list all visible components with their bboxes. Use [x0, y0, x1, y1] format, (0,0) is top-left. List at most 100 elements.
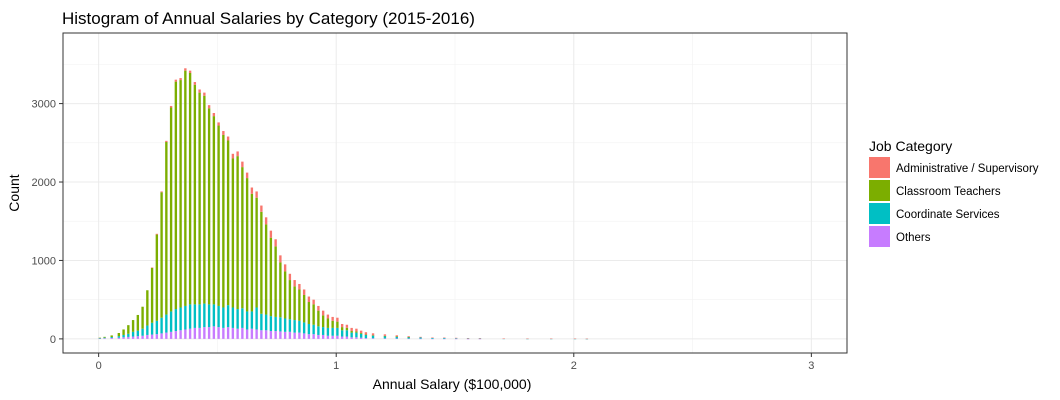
histogram-bar: [321, 315, 325, 328]
histogram-bar: [110, 337, 113, 339]
histogram-bar: [321, 334, 325, 339]
histogram-bar: [288, 331, 292, 339]
histogram-bar: [250, 328, 254, 339]
histogram-bar: [117, 337, 121, 339]
x-tick-label: 3: [808, 360, 814, 372]
histogram-bar: [146, 325, 149, 335]
histogram-bar: [573, 338, 577, 340]
y-tick-label: 1000: [32, 255, 56, 267]
histogram-bar: [260, 205, 263, 212]
histogram-bar: [336, 317, 339, 322]
histogram-bar: [317, 305, 320, 311]
histogram-bar: [371, 338, 375, 339]
histogram-bar: [478, 338, 482, 339]
histogram-bar: [184, 305, 187, 330]
chart-title: Histogram of Annual Salaries by Category…: [62, 9, 475, 28]
histogram-bar: [131, 336, 135, 339]
histogram-bar: [179, 80, 182, 308]
histogram-bar: [331, 335, 334, 339]
histogram-bar: [288, 273, 292, 281]
histogram-bar: [141, 335, 144, 339]
histogram-bar: [364, 334, 368, 339]
legend-key: [869, 226, 890, 247]
histogram-bar: [326, 314, 330, 319]
histogram-bar: [274, 331, 277, 339]
histogram-bar: [336, 327, 339, 336]
histogram-bar: [165, 332, 168, 339]
histogram-bar: [340, 323, 344, 328]
legend-title: Job Category: [869, 138, 952, 154]
histogram-bar: [160, 333, 163, 339]
histogram-bar: [160, 317, 163, 334]
histogram-bar: [241, 167, 244, 309]
histogram-bar: [443, 337, 446, 339]
histogram-bar: [302, 333, 306, 339]
histogram-bar: [245, 329, 249, 339]
plot-border: [62, 32, 848, 354]
histogram-bar: [264, 217, 268, 225]
histogram-bar: [264, 330, 268, 339]
histogram-bar: [250, 193, 254, 312]
histogram-bar: [241, 308, 244, 328]
histogram-bar: [226, 305, 230, 328]
histogram-bar: [279, 331, 282, 339]
histogram-bar: [274, 316, 277, 332]
histogram-bar: [207, 105, 211, 109]
histogram-bar: [236, 156, 239, 310]
histogram-bar: [455, 338, 458, 340]
y-tick-label: 3000: [32, 99, 56, 111]
histogram-bar: [169, 331, 173, 339]
histogram-bar: [326, 318, 330, 328]
histogram-bar: [222, 327, 225, 339]
histogram-bar: [419, 337, 422, 339]
histogram-bar: [222, 134, 225, 308]
histogram-bar: [255, 191, 258, 198]
histogram-bar: [317, 334, 320, 339]
histogram-bar: [293, 280, 296, 287]
x-tick-label: 2: [571, 360, 577, 372]
histogram-bar: [307, 334, 311, 339]
histogram-bar: [264, 224, 268, 315]
histogram-bar: [165, 314, 168, 333]
histogram-bar: [279, 255, 282, 263]
histogram-bar: [419, 338, 422, 340]
histogram-bar: [122, 329, 125, 335]
histogram-bar: [331, 316, 334, 321]
histogram-bar: [188, 328, 192, 339]
histogram-bar: [231, 158, 235, 308]
legend-key: [869, 180, 890, 201]
histogram-bar: [298, 289, 301, 321]
histogram-bar: [288, 280, 292, 320]
histogram-bar: [207, 304, 211, 328]
histogram-bar: [188, 304, 192, 329]
histogram-bar: [136, 336, 140, 339]
histogram-bar: [359, 333, 363, 334]
histogram-bar: [103, 336, 106, 338]
histogram-bar: [302, 322, 306, 334]
histogram-bar: [331, 320, 334, 328]
histogram-bar: [236, 328, 239, 339]
histogram-bar: [198, 89, 201, 93]
y-axis-title: Count: [6, 174, 22, 211]
legend-label: Coordinate Services: [896, 209, 1000, 221]
histogram-bar: [122, 334, 125, 338]
histogram-bar: [217, 305, 220, 328]
histogram-bar: [407, 338, 410, 340]
histogram-bar: [355, 328, 358, 332]
histogram-bar: [383, 334, 387, 336]
histogram-bar: [359, 330, 363, 333]
histogram-bar: [395, 336, 398, 337]
histogram-bar: [122, 337, 125, 339]
histogram-bar: [217, 122, 220, 126]
histogram-bar: [241, 327, 244, 339]
histogram-bar: [336, 321, 339, 328]
histogram-bar: [231, 153, 235, 159]
histogram-bar: [222, 307, 225, 328]
histogram-bar: [127, 325, 130, 334]
histogram-bar: [198, 92, 201, 305]
histogram-bar: [141, 328, 144, 336]
histogram-bar: [340, 327, 344, 331]
histogram-bar: [236, 309, 239, 329]
histogram-bar: [345, 327, 349, 331]
